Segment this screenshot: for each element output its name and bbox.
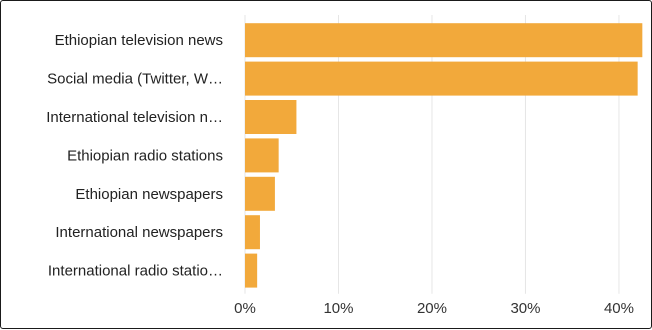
category-label: International radio statio…: [48, 263, 223, 280]
bars: [245, 23, 643, 288]
bar: [245, 23, 643, 58]
bar: [245, 138, 279, 173]
x-tick-label: 40%: [604, 300, 634, 317]
x-tick-label: 0%: [234, 300, 256, 317]
bar: [245, 176, 275, 211]
x-axis-ticks: 0% 10% 20% 30% 40%: [234, 300, 634, 317]
bar: [245, 100, 297, 134]
category-label: Ethiopian newspapers: [75, 186, 223, 203]
x-tick-label: 10%: [323, 300, 353, 317]
bar: [245, 253, 258, 288]
category-label: International newspapers: [55, 224, 223, 241]
category-label: Ethiopian radio stations: [67, 147, 223, 164]
category-labels: Ethiopian television news Social media (T…: [46, 32, 223, 279]
category-label: Ethiopian television news: [55, 32, 223, 49]
x-tick-label: 20%: [417, 300, 447, 317]
bar: [245, 215, 260, 250]
bar: [245, 61, 638, 96]
category-label: International television n…: [46, 109, 223, 126]
category-label: Social media (Twitter, W…: [47, 71, 223, 88]
x-tick-label: 30%: [510, 300, 540, 317]
